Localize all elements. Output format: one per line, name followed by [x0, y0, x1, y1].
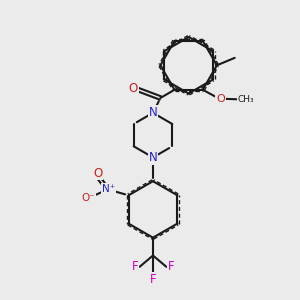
Text: O: O — [128, 82, 138, 95]
Text: N: N — [148, 151, 157, 164]
Text: F: F — [150, 273, 156, 286]
Text: N⁺: N⁺ — [102, 184, 115, 194]
Text: F: F — [132, 260, 139, 273]
Text: O: O — [216, 94, 225, 104]
Text: N: N — [148, 106, 157, 119]
Text: F: F — [167, 260, 174, 273]
Text: CH₃: CH₃ — [238, 95, 254, 104]
Text: O⁻: O⁻ — [81, 193, 95, 203]
Text: O: O — [93, 167, 103, 179]
